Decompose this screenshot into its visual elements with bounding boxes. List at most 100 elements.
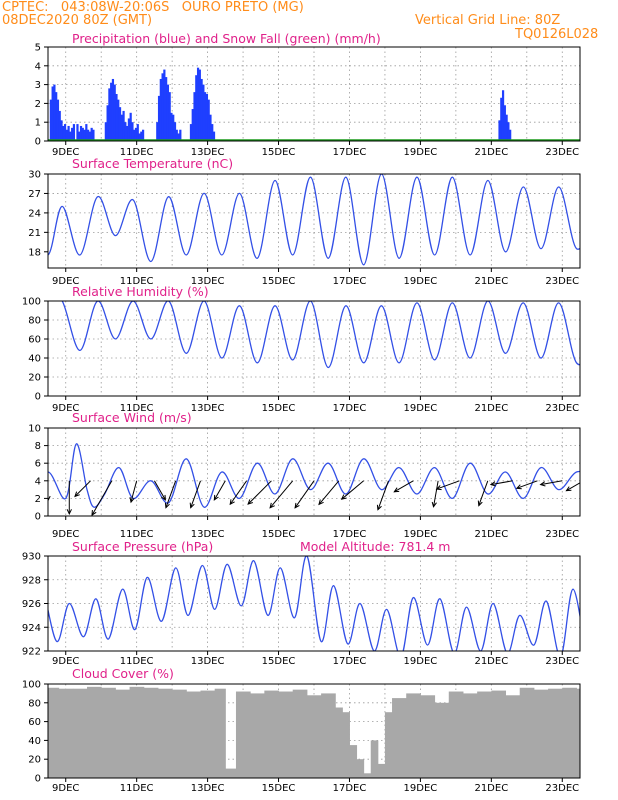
cloud-bar — [342, 712, 350, 778]
temperature-panel: Surface Temperature (nC) 18 21 24 27 30 9DEC 11… — [28, 156, 581, 287]
precip-bar — [108, 88, 111, 141]
cloud-bar — [356, 759, 365, 778]
wind-x-tick-label: 19DEC — [404, 529, 438, 540]
temperature-x-tick-label: 19DEC — [404, 276, 438, 287]
cloud-bar — [406, 693, 421, 778]
precip-bar — [78, 131, 81, 141]
precip-frame — [47, 46, 581, 142]
wind-arrow-shaft — [153, 480, 166, 501]
temperature-x-tick-label: 17DEC — [333, 276, 367, 287]
cloud-x-tick-label: 11DEC — [120, 783, 154, 794]
humidity-x-tick-label: 15DEC — [262, 403, 296, 414]
humidity-panel: Relative Humidity (%) 0 20 40 60 80 100 9DEC 11D… — [22, 284, 581, 414]
pressure-x-tick-label: 9DEC — [52, 656, 79, 667]
precip-bar — [111, 78, 115, 141]
wind-arrow — [376, 480, 389, 511]
precip-bar — [212, 131, 216, 141]
temperature-y-tick-label: 18 — [28, 247, 41, 258]
cloud-bar — [115, 689, 131, 778]
precip-bar — [83, 129, 86, 141]
wind-arrow-head — [269, 502, 275, 509]
cloud-x-tick-label: 23DEC — [545, 783, 579, 794]
wind-arrow-head — [247, 499, 253, 505]
cloud-bar — [157, 688, 173, 778]
humidity-x-tick-label: 21DEC — [474, 403, 508, 414]
cloud-bar — [87, 686, 102, 778]
cloud-y-tick-label: 80 — [28, 698, 41, 709]
precip-x-tick-label: 9DEC — [52, 147, 79, 158]
wind-plot-area — [48, 443, 580, 516]
precip-bar — [200, 78, 203, 141]
wind-panel: Surface Wind (m/s) 0 2 4 6 8 10 9DEC 11DEC 13DEC 1… — [28, 410, 581, 540]
cloud-bar — [101, 687, 116, 778]
precip-x-tick-label: 11DEC — [120, 147, 154, 158]
wind-arrow-shaft — [341, 480, 364, 500]
pressure-x-tick-label: 11DEC — [120, 656, 154, 667]
wind-x-tick-label: 9DEC — [52, 529, 79, 540]
wind-arrow — [269, 480, 294, 509]
cloud-bar — [392, 698, 407, 778]
precip-bar — [115, 94, 118, 141]
cloud-panel: Cloud Cover (%) 0 20 40 60 80 100 9DEC 11DEC 13DE… — [22, 666, 581, 794]
cloud-bar — [129, 686, 145, 778]
precip-bar — [81, 127, 84, 141]
precip-bar — [163, 69, 166, 141]
precip-bar — [71, 127, 74, 141]
cloud-bar — [214, 688, 226, 778]
pressure-x-tick-label: 15DEC — [262, 656, 296, 667]
cloud-bar — [72, 688, 88, 778]
precip-bar — [209, 114, 212, 141]
humidity-x-tick-label: 9DEC — [52, 403, 79, 414]
cloud-x-tick-label: 21DEC — [474, 783, 508, 794]
pressure-y-tick-label: 922 — [22, 647, 41, 658]
precip-bar — [43, 130, 45, 141]
precip-bar — [177, 133, 180, 141]
wind-y-tick-label: 0 — [35, 512, 41, 523]
humidity-y-tick-label: 40 — [28, 354, 41, 365]
cloud-plot-area — [48, 686, 580, 778]
pressure-subtitle: Model Altitude: 781.4 m — [300, 539, 450, 554]
cloud-bar — [349, 745, 358, 778]
pressure-frame — [47, 555, 581, 652]
precip-bar — [90, 127, 93, 141]
wind-arrow-head — [189, 502, 195, 509]
pressure-x-tick-label: 17DEC — [333, 656, 367, 667]
precip-bar — [113, 84, 116, 141]
wind-arrow — [431, 480, 439, 508]
precip-bar — [507, 122, 510, 141]
precip-bar — [124, 122, 127, 141]
cloud-bar — [548, 688, 563, 778]
precip-bar — [76, 124, 79, 141]
precip-bar — [51, 86, 54, 141]
cloud-bar — [505, 695, 521, 778]
precip-bar — [505, 114, 508, 141]
precip-bar — [205, 94, 209, 141]
wind-arrow-head — [489, 481, 496, 487]
precip-bar — [173, 122, 177, 141]
wind-arrow-shaft — [490, 480, 513, 486]
wind-arrow — [340, 480, 364, 500]
precip-bar — [127, 118, 130, 141]
cloud-bar — [292, 689, 308, 778]
wind-arrow-head — [229, 499, 235, 506]
temperature-x-tick-label: 9DEC — [52, 276, 79, 287]
precip-bar — [49, 99, 52, 141]
wind-arrow-shaft — [165, 480, 177, 508]
cloud-title: Cloud Cover (%) — [72, 666, 174, 681]
pressure-y-tick-label: 928 — [22, 575, 41, 586]
cloud-x-tick-label: 19DEC — [404, 783, 438, 794]
wind-frame — [47, 427, 581, 517]
wind-arrow-head — [565, 486, 572, 492]
precip-bar — [189, 124, 193, 141]
cloud-bar — [58, 688, 74, 778]
precip-bar — [106, 105, 109, 141]
precip-y-tick-label: 0 — [35, 137, 41, 148]
pressure-plot-area — [48, 556, 580, 651]
wind-x-tick-label: 17DEC — [333, 529, 367, 540]
run-date-header: 08DEC2020 80Z (GMT) — [2, 13, 153, 28]
wind-arrow — [164, 480, 177, 509]
pressure-y-tick-label: 924 — [22, 623, 41, 634]
wind-x-tick-label: 21DEC — [474, 529, 508, 540]
wind-arrow — [74, 480, 91, 498]
